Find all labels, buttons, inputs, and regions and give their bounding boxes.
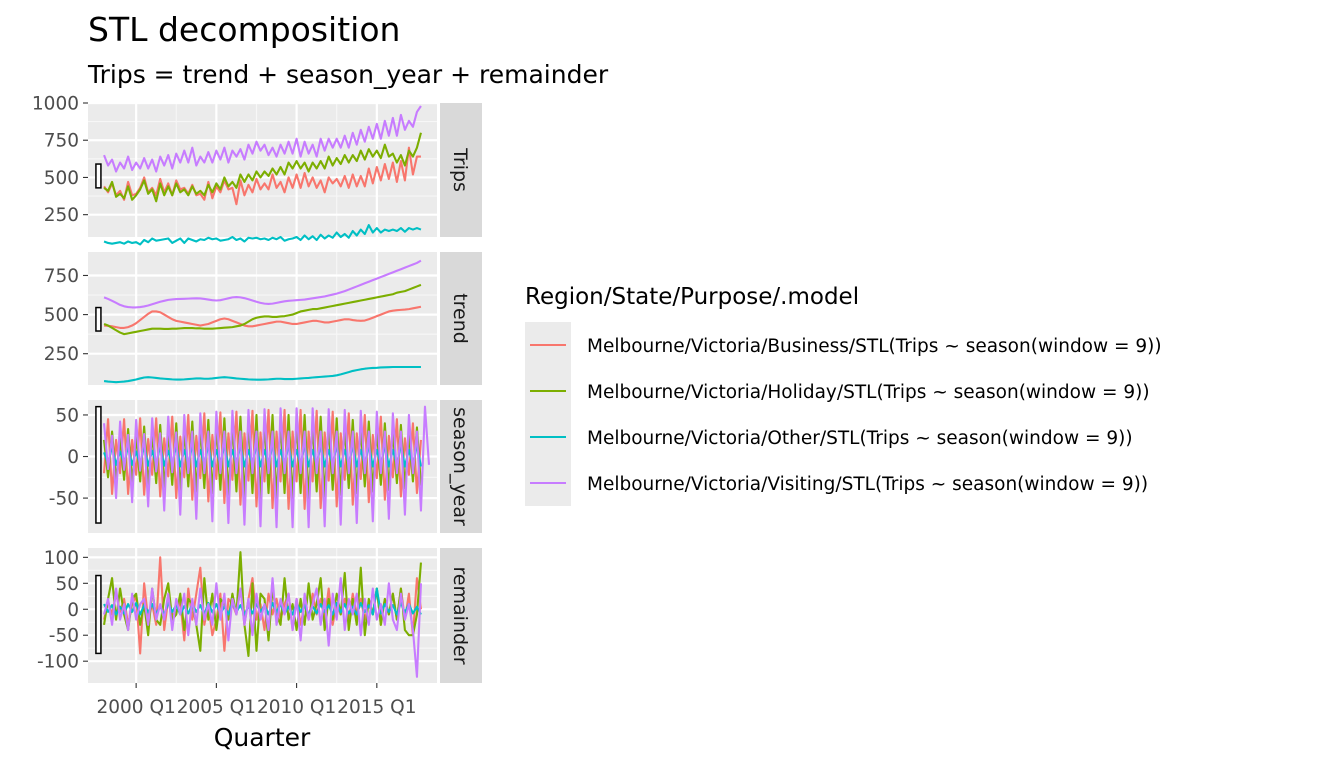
facet-strip-label: season_year bbox=[449, 407, 471, 526]
series-line-1 bbox=[103, 305, 422, 329]
legend: Region/State/Purpose/.model Melbourne/Vi… bbox=[525, 284, 1162, 506]
chart-subtitle: Trips = trend + season_year + remainder bbox=[87, 60, 609, 89]
scale-bar bbox=[95, 306, 102, 332]
series-line-4 bbox=[103, 259, 422, 309]
series-line-3 bbox=[103, 224, 422, 246]
legend-label-2: Melbourne/Victoria/Holiday/STL(Trips ~ s… bbox=[587, 382, 1150, 403]
facet-panel-Trips: 1000 750 500 250 Trips bbox=[32, 94, 482, 246]
y-tick-label: -100 bbox=[37, 652, 79, 673]
facet-strip-label: trend bbox=[449, 293, 471, 344]
y-tick-label: 100 bbox=[44, 548, 79, 569]
x-tick-label: 2010 Q1 bbox=[257, 697, 336, 718]
facet-strip-label: remainder bbox=[449, 566, 471, 664]
scale-bar bbox=[95, 163, 102, 189]
facet-strip bbox=[440, 252, 482, 385]
y-tick-label: 250 bbox=[44, 205, 79, 226]
panel-background bbox=[88, 252, 437, 385]
y-tick-label: 0 bbox=[67, 600, 79, 621]
x-tick-label: 2005 Q1 bbox=[177, 697, 256, 718]
y-tick-label: 50 bbox=[55, 405, 79, 426]
series-line-2 bbox=[103, 132, 422, 203]
legend-items: Melbourne/Victoria/Business/STL(Trips ~ … bbox=[530, 336, 1162, 495]
y-tick-label: 0 bbox=[67, 447, 79, 468]
scale-bar bbox=[95, 574, 102, 655]
facet-strip bbox=[440, 548, 482, 683]
series-line-4 bbox=[103, 405, 431, 529]
facet-strip bbox=[440, 400, 482, 533]
series-line-3 bbox=[103, 365, 421, 384]
legend-key-background bbox=[525, 322, 571, 506]
y-tick-label: 750 bbox=[44, 266, 79, 287]
y-tick-label: 500 bbox=[44, 168, 79, 189]
facet-strip-label: Trips bbox=[449, 147, 471, 192]
facet-panel-remainder: 100 50 0 -50 -100 remainder bbox=[37, 548, 482, 683]
y-tick-label: 1000 bbox=[32, 94, 79, 115]
chart-title: STL decomposition bbox=[88, 10, 400, 49]
series-line-4 bbox=[103, 105, 422, 173]
facet-panel-season-year: 50 0 -50 season_year bbox=[49, 400, 482, 533]
y-tick-label: 250 bbox=[44, 344, 79, 365]
x-tick-label: 2015 Q1 bbox=[337, 697, 416, 718]
y-tick-label: 500 bbox=[44, 305, 79, 326]
y-tick-label: -50 bbox=[49, 626, 79, 647]
legend-label-4: Melbourne/Victoria/Visiting/STL(Trips ~ … bbox=[587, 474, 1148, 495]
scale-bar bbox=[95, 405, 102, 524]
facet-panel-trend: 750 500 250 trend bbox=[44, 252, 482, 385]
x-tick-label: 2000 Q1 bbox=[96, 697, 175, 718]
y-tick-label: 50 bbox=[55, 574, 79, 595]
series-line-2 bbox=[103, 283, 422, 336]
legend-label-1: Melbourne/Victoria/Business/STL(Trips ~ … bbox=[587, 336, 1162, 357]
y-tick-label: 750 bbox=[44, 131, 79, 152]
x-axis-title: Quarter bbox=[214, 723, 311, 752]
facet-strip bbox=[440, 103, 482, 237]
y-tick-label: -50 bbox=[49, 489, 79, 510]
legend-title: Region/State/Purpose/.model bbox=[525, 284, 859, 310]
series-line-4 bbox=[103, 577, 422, 678]
x-axis: 2000 Q1 2005 Q1 2010 Q1 2015 Q1 bbox=[96, 683, 416, 718]
series-line-1 bbox=[103, 146, 421, 206]
legend-label-3: Melbourne/Victoria/Other/STL(Trips ~ sea… bbox=[587, 428, 1133, 449]
